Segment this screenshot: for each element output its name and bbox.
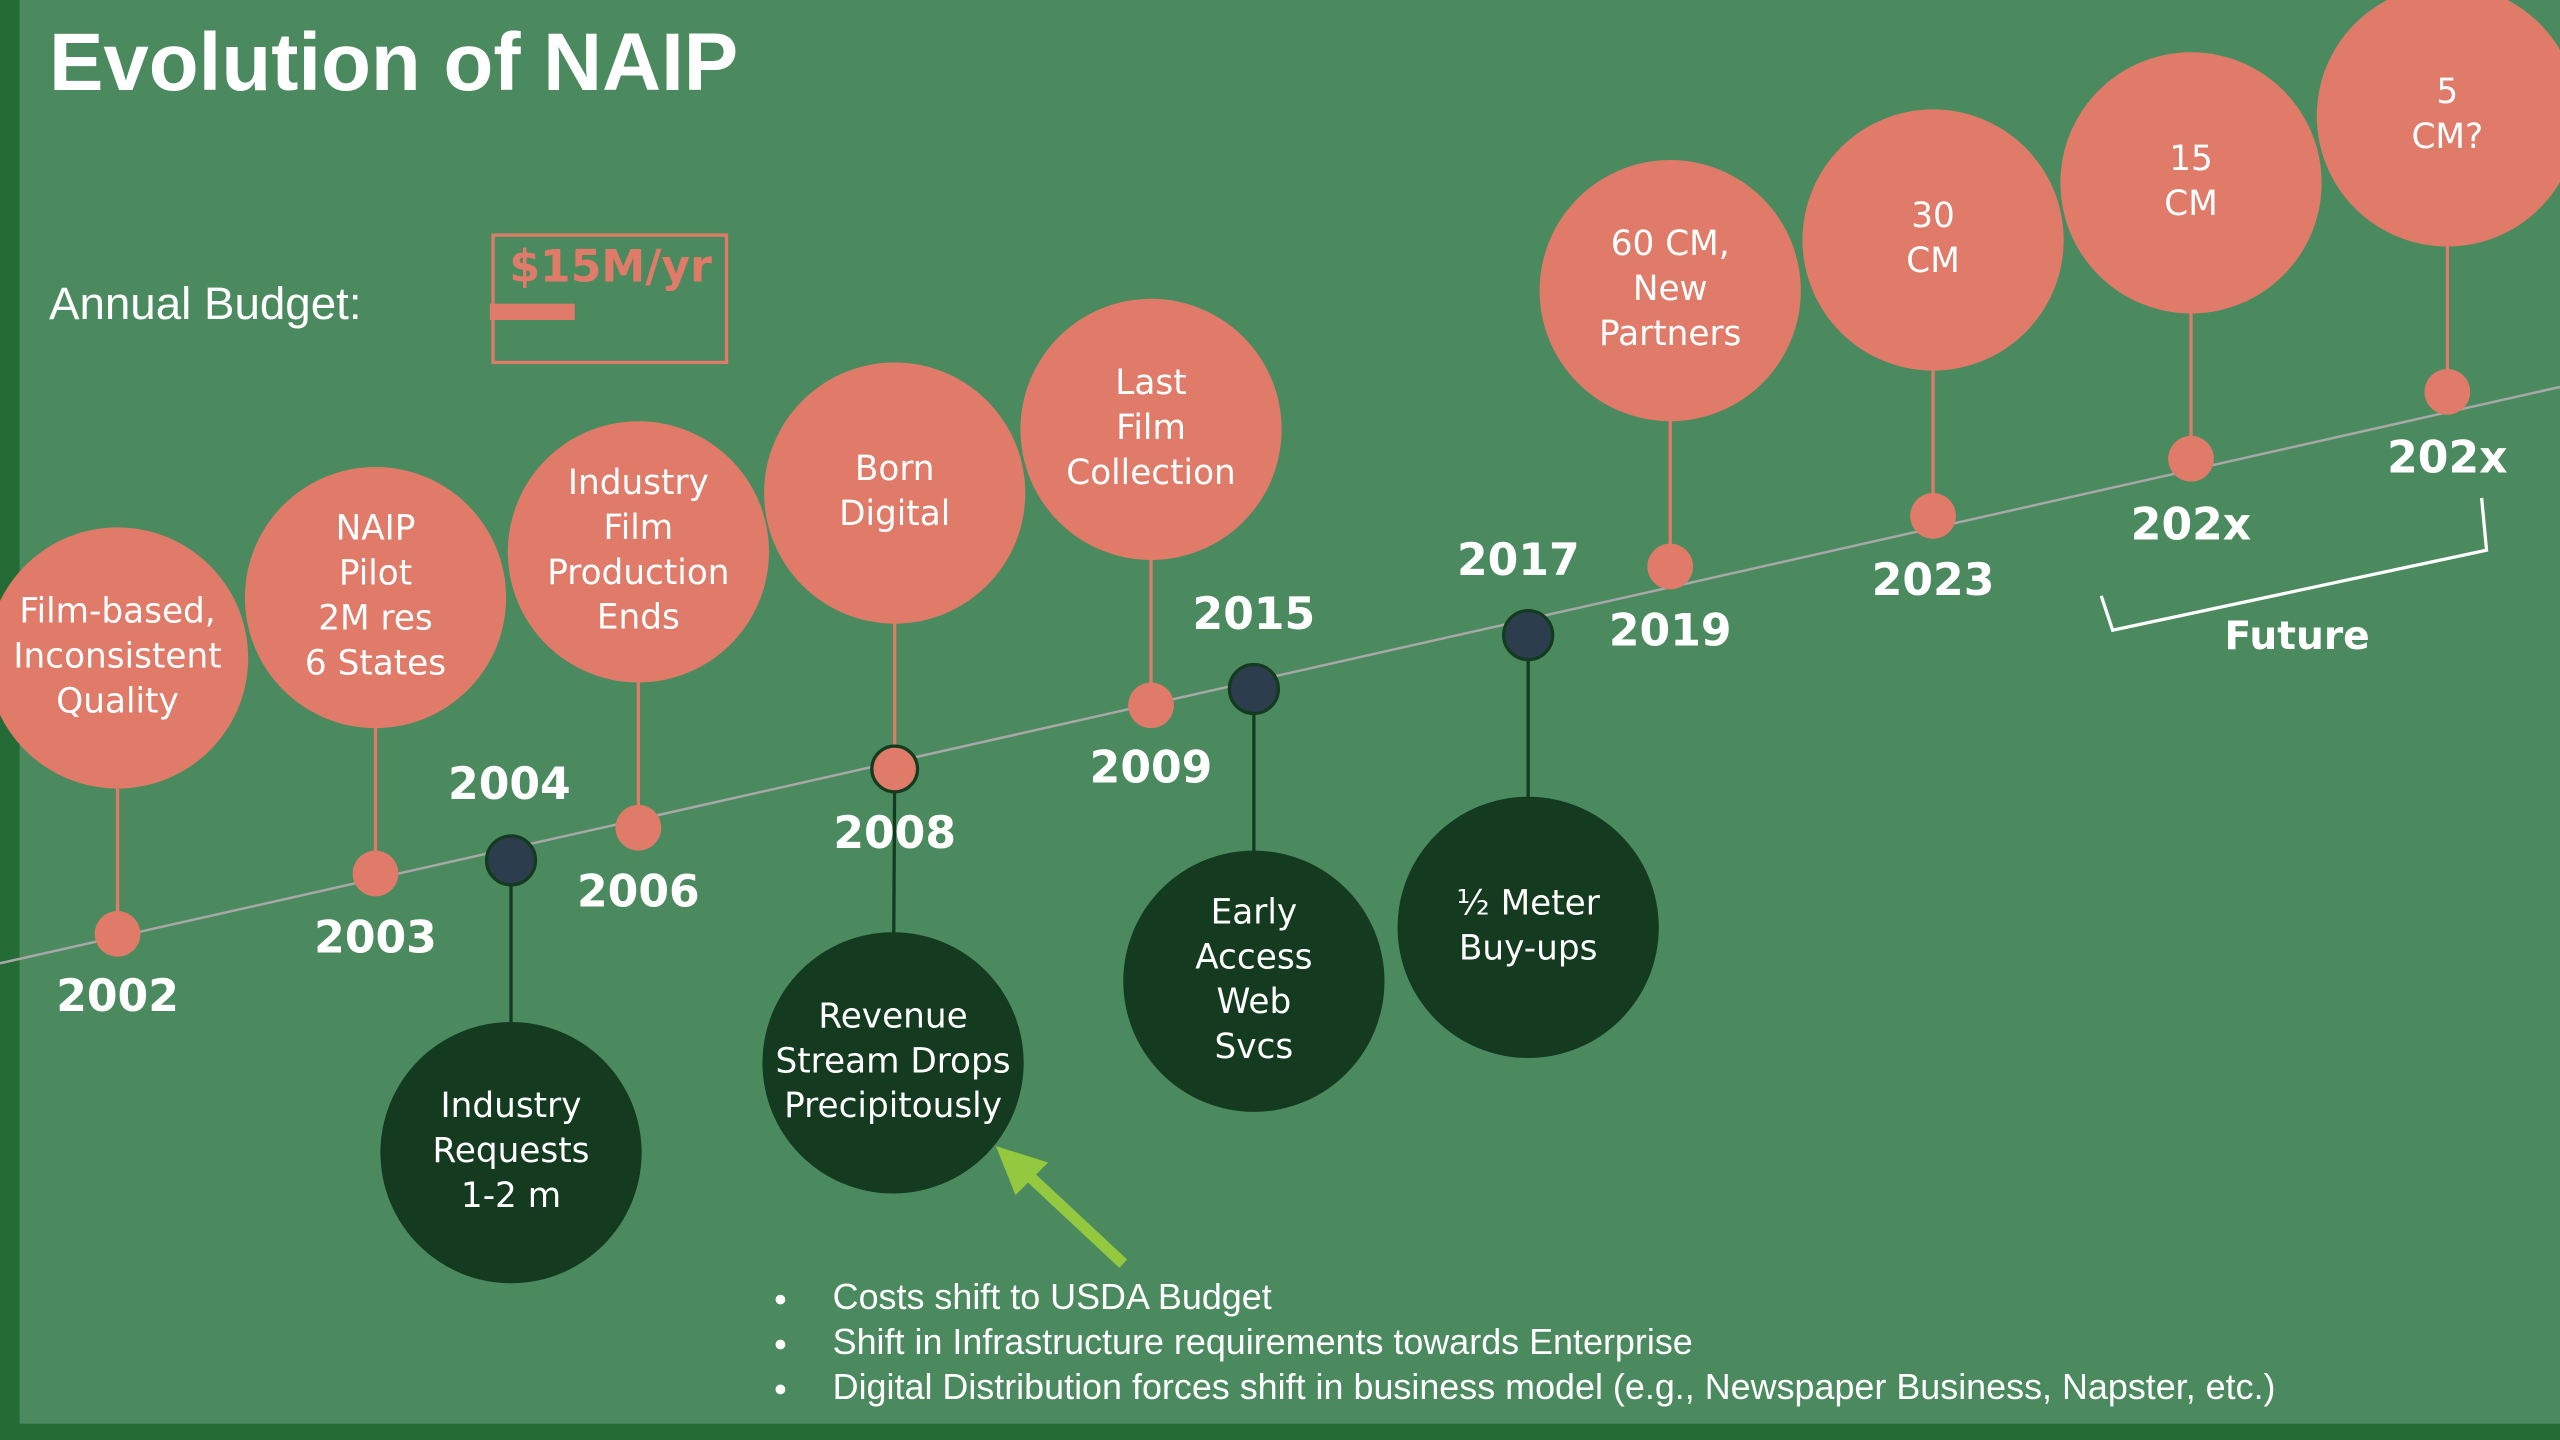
bubble [1123, 850, 1385, 1112]
year-label: 2015 [1193, 589, 1316, 640]
bottom-border [0, 1423, 2560, 1440]
bubble [1397, 796, 1659, 1058]
bubble-text: Digital [839, 494, 950, 534]
bullet-text: Digital Distribution forces shift in bus… [833, 1366, 2276, 1407]
year-label: 2002 [56, 971, 179, 1022]
bubble-text: 5 [2436, 72, 2458, 112]
year-label: 2008 [833, 808, 956, 859]
timeline [0, 385, 2560, 965]
bubble [1802, 109, 2064, 371]
timeline-dot [484, 834, 538, 887]
bubble [762, 932, 1024, 1194]
bubble-text: 15 [2169, 139, 2213, 179]
bubble-text: Film [1116, 408, 1186, 448]
bubble [507, 421, 769, 683]
arrow-shaft [1021, 1168, 1128, 1268]
bubble-text: 60 CM, [1611, 224, 1730, 264]
bubble-text: Film [604, 508, 674, 548]
title: Evolution of NAIP [49, 17, 738, 108]
bubble-text: CM? [2412, 117, 2484, 157]
year-label: 202x [2131, 499, 2251, 550]
budget-value: $15M/yr [509, 241, 712, 292]
year-label: 2004 [448, 759, 571, 810]
timeline-dot [1227, 662, 1280, 716]
bubble-text: Film-based, [19, 592, 215, 632]
bubble-text: 1-2 m [461, 1176, 561, 1216]
bubble-text: Production [547, 553, 729, 593]
timeline-dot [870, 744, 920, 794]
bubble [764, 362, 1026, 624]
bubble-text: Requests [432, 1131, 589, 1171]
bubble [1020, 298, 1282, 560]
timeline-dot [1502, 608, 1555, 662]
year-label: 202x [2387, 432, 2507, 483]
year-label: 2006 [577, 867, 700, 918]
year-label: 2023 [1872, 555, 1995, 606]
year-label: 2009 [1090, 743, 1213, 794]
bubble-text: CM [1906, 241, 1960, 281]
bullet-dot [775, 1339, 786, 1350]
budget-box [491, 233, 729, 365]
bubble-text: Inconsistent [13, 636, 221, 676]
timeline-dot [94, 911, 141, 957]
bubble-text: Last [1115, 363, 1186, 403]
budget-label: Annual Budget: [49, 278, 362, 329]
bullet-dot [775, 1384, 786, 1395]
bubble [380, 1022, 642, 1284]
bubble [2316, 0, 2560, 247]
year-label: 2019 [1609, 605, 1732, 656]
bubble-text: NAIP [336, 509, 416, 549]
timeline-dot [2424, 368, 2471, 415]
bubble-text: 6 States [305, 643, 446, 683]
future-bracket [2099, 497, 2489, 633]
bubble-text: New [1633, 269, 1708, 309]
bullet-text: Costs shift to USDA Budget [833, 1276, 1272, 1317]
bubble-text: Access [1195, 937, 1312, 977]
future-label: Future [2225, 614, 2370, 659]
bubble [1539, 160, 1801, 422]
bullet-dot [775, 1294, 786, 1305]
bubble-text: 2M res [318, 598, 433, 638]
bubble-text: ½ Meter [1456, 883, 1600, 923]
bubble-text: Stream Drops [775, 1041, 1010, 1081]
timeline-dot [352, 850, 399, 897]
bubble-text: Ends [597, 598, 680, 638]
timeline-dot [615, 804, 662, 851]
bubble-text: Industry [441, 1086, 582, 1126]
bubble-text: Precipitously [784, 1086, 1002, 1126]
bullet-text: Shift in Infrastructure requirements tow… [833, 1321, 1693, 1362]
bubble-text: Partners [1599, 314, 1741, 354]
bubble-text: Early [1211, 892, 1298, 932]
arrow-head [995, 1146, 1049, 1196]
year-label: 2017 [1457, 535, 1580, 586]
bubble-text: Quality [56, 681, 178, 721]
bubble-text: Pilot [339, 554, 412, 594]
bubble-text: Industry [568, 463, 709, 503]
timeline-dot [1910, 493, 1956, 539]
bubble [0, 527, 249, 789]
budget-bar [489, 303, 575, 320]
bubble-text: Revenue [818, 996, 967, 1036]
bubble-text: Born [855, 449, 935, 489]
bubble-text: 30 [1911, 196, 1955, 236]
bubble-text: CM [2164, 184, 2218, 224]
bubble-text: Svcs [1215, 1027, 1294, 1067]
timeline-dot [2168, 435, 2214, 482]
timeline-dot [1128, 682, 1174, 729]
bubble [2060, 52, 2322, 314]
bubble [244, 466, 507, 729]
bubble-text: Collection [1066, 453, 1236, 493]
bubble-text: Buy-ups [1459, 928, 1598, 968]
bubble-text: Web [1217, 982, 1292, 1022]
timeline-dot [1647, 543, 1694, 590]
year-label: 2003 [314, 912, 437, 963]
